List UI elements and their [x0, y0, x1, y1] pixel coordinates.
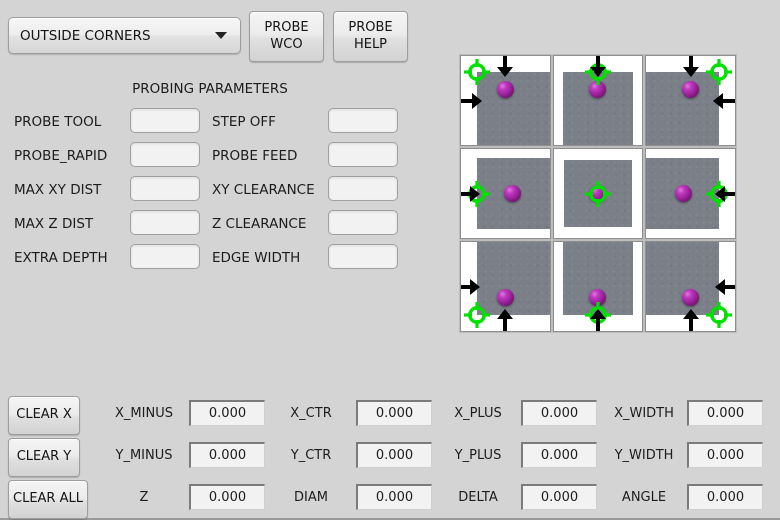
readout-value-y-plus[interactable]: 0.000 [521, 442, 597, 468]
param-input-max-xy-dist[interactable] [130, 176, 200, 201]
readout-value-z[interactable]: 0.000 [189, 484, 265, 510]
param-label-step-off: STEP OFF [212, 114, 276, 130]
param-input-extra-depth[interactable] [130, 244, 200, 269]
arrow-left-icon [715, 185, 735, 202]
probing-parameters-title: PROBING PARAMETERS [132, 81, 288, 97]
param-input-probe-rapid[interactable] [130, 142, 200, 167]
param-label-z-clearance: Z CLEARANCE [212, 216, 307, 232]
arrow-right-icon [460, 185, 481, 202]
param-label-probe-tool: PROBE TOOL [14, 114, 102, 130]
arrow-down-icon [589, 56, 606, 78]
arrow-up-icon [682, 309, 699, 331]
arrow-up-icon [497, 309, 514, 331]
probe-help-label-line1: PROBE [348, 20, 393, 36]
readout-value-diam[interactable]: 0.000 [356, 484, 432, 510]
param-input-step-off[interactable] [328, 108, 398, 133]
probe-ball-icon [496, 81, 514, 99]
chevron-down-icon [215, 32, 227, 39]
readout-label-diam: DIAM [294, 490, 328, 505]
probe-ball-icon [589, 288, 607, 306]
readout-value-y-width[interactable]: 0.000 [687, 442, 763, 468]
readout-label-y-width: Y_WIDTH [614, 448, 674, 463]
probe-tile-top-center[interactable] [552, 55, 644, 146]
probe-tile-bottom-center[interactable] [552, 241, 644, 332]
probe-ball-icon [675, 185, 693, 202]
param-input-max-z-dist[interactable] [130, 210, 200, 235]
readout-label-y-minus: Y_MINUS [115, 448, 173, 463]
param-label-max-z-dist: MAX Z DIST [14, 216, 94, 232]
probe-tile-middle-right[interactable] [645, 148, 736, 239]
stock-block [562, 242, 634, 315]
stock-block [646, 242, 720, 315]
readout-value-x-width[interactable]: 0.000 [687, 400, 763, 426]
clear-y-button[interactable]: CLEAR Y [8, 438, 80, 477]
probe-tile-bottom-left[interactable] [460, 241, 551, 332]
readout-label-x-plus: X_PLUS [454, 406, 502, 421]
clear-x-label: CLEAR X [16, 407, 72, 423]
param-input-probe-tool[interactable] [130, 108, 200, 133]
probe-mode-dropdown[interactable]: OUTSIDE CORNERS [8, 17, 241, 54]
param-label-extra-depth: EXTRA DEPTH [14, 250, 108, 266]
clear-all-button[interactable]: CLEAR ALL [8, 480, 88, 519]
stock-block [476, 242, 550, 315]
probe-ball-icon [496, 288, 514, 306]
clear-y-label: CLEAR Y [16, 449, 72, 465]
probe-tile-top-right[interactable] [645, 55, 736, 146]
probe-help-label-line2: HELP [353, 36, 388, 52]
readout-label-delta: DELTA [458, 490, 498, 505]
probe-position-diagram [459, 54, 737, 333]
stock-block [476, 72, 550, 145]
arrow-left-icon [713, 92, 735, 109]
param-label-probe-feed: PROBE FEED [212, 148, 298, 164]
clear-all-label: CLEAR ALL [13, 491, 83, 507]
probe-help-button[interactable]: PROBE HELP [333, 11, 408, 62]
readout-label-angle: ANGLE [621, 490, 667, 505]
readout-value-x-minus[interactable]: 0.000 [189, 400, 265, 426]
arrow-down-icon [497, 56, 514, 78]
readout-value-y-ctr[interactable]: 0.000 [356, 442, 432, 468]
param-input-probe-feed[interactable] [328, 142, 398, 167]
readout-value-angle[interactable]: 0.000 [687, 484, 763, 510]
readout-label-y-plus: Y_PLUS [454, 448, 502, 463]
probe-tile-center[interactable] [552, 148, 644, 239]
probe-ball-icon [682, 288, 700, 306]
param-label-edge-width: EDGE WIDTH [212, 250, 301, 266]
readout-value-delta[interactable]: 0.000 [521, 484, 597, 510]
readout-value-y-minus[interactable]: 0.000 [189, 442, 265, 468]
param-input-edge-width[interactable] [328, 244, 398, 269]
probe-wco-label-line2: WCO [270, 36, 303, 52]
readout-value-x-ctr[interactable]: 0.000 [356, 400, 432, 426]
param-input-z-clearance[interactable] [328, 210, 398, 235]
probe-tile-top-left[interactable] [460, 55, 551, 146]
probe-ball-icon [682, 81, 700, 99]
stock-block [646, 72, 720, 145]
arrow-right-icon [460, 92, 483, 109]
readout-label-y-ctr: Y_CTR [290, 448, 332, 463]
probe-ball-icon [589, 81, 607, 99]
probe-wco-button[interactable]: PROBE WCO [249, 11, 324, 62]
param-label-max-xy-dist: MAX XY DIST [14, 182, 102, 198]
probe-mode-selected-value: OUTSIDE CORNERS [20, 27, 151, 44]
probe-tile-bottom-right[interactable] [645, 241, 736, 332]
clear-x-button[interactable]: CLEAR X [8, 396, 80, 435]
probe-wco-label-line1: PROBE [264, 20, 309, 36]
param-label-xy-clearance: XY CLEARANCE [212, 182, 315, 198]
probe-ball-icon [503, 185, 521, 202]
arrow-left-icon [715, 278, 735, 295]
arrow-up-icon [589, 309, 606, 331]
param-input-xy-clearance[interactable] [328, 176, 398, 201]
arrow-right-icon [460, 278, 481, 295]
param-label-probe-rapid: PROBE_RAPID [14, 148, 108, 164]
readout-value-x-plus[interactable]: 0.000 [521, 400, 597, 426]
readout-label-z: Z [139, 490, 149, 505]
readout-label-x-minus: X_MINUS [115, 406, 173, 421]
readout-label-x-ctr: X_CTR [290, 406, 332, 421]
probe-tile-middle-left[interactable] [460, 148, 551, 239]
arrow-down-icon [682, 56, 699, 78]
readout-label-x-width: X_WIDTH [614, 406, 674, 421]
